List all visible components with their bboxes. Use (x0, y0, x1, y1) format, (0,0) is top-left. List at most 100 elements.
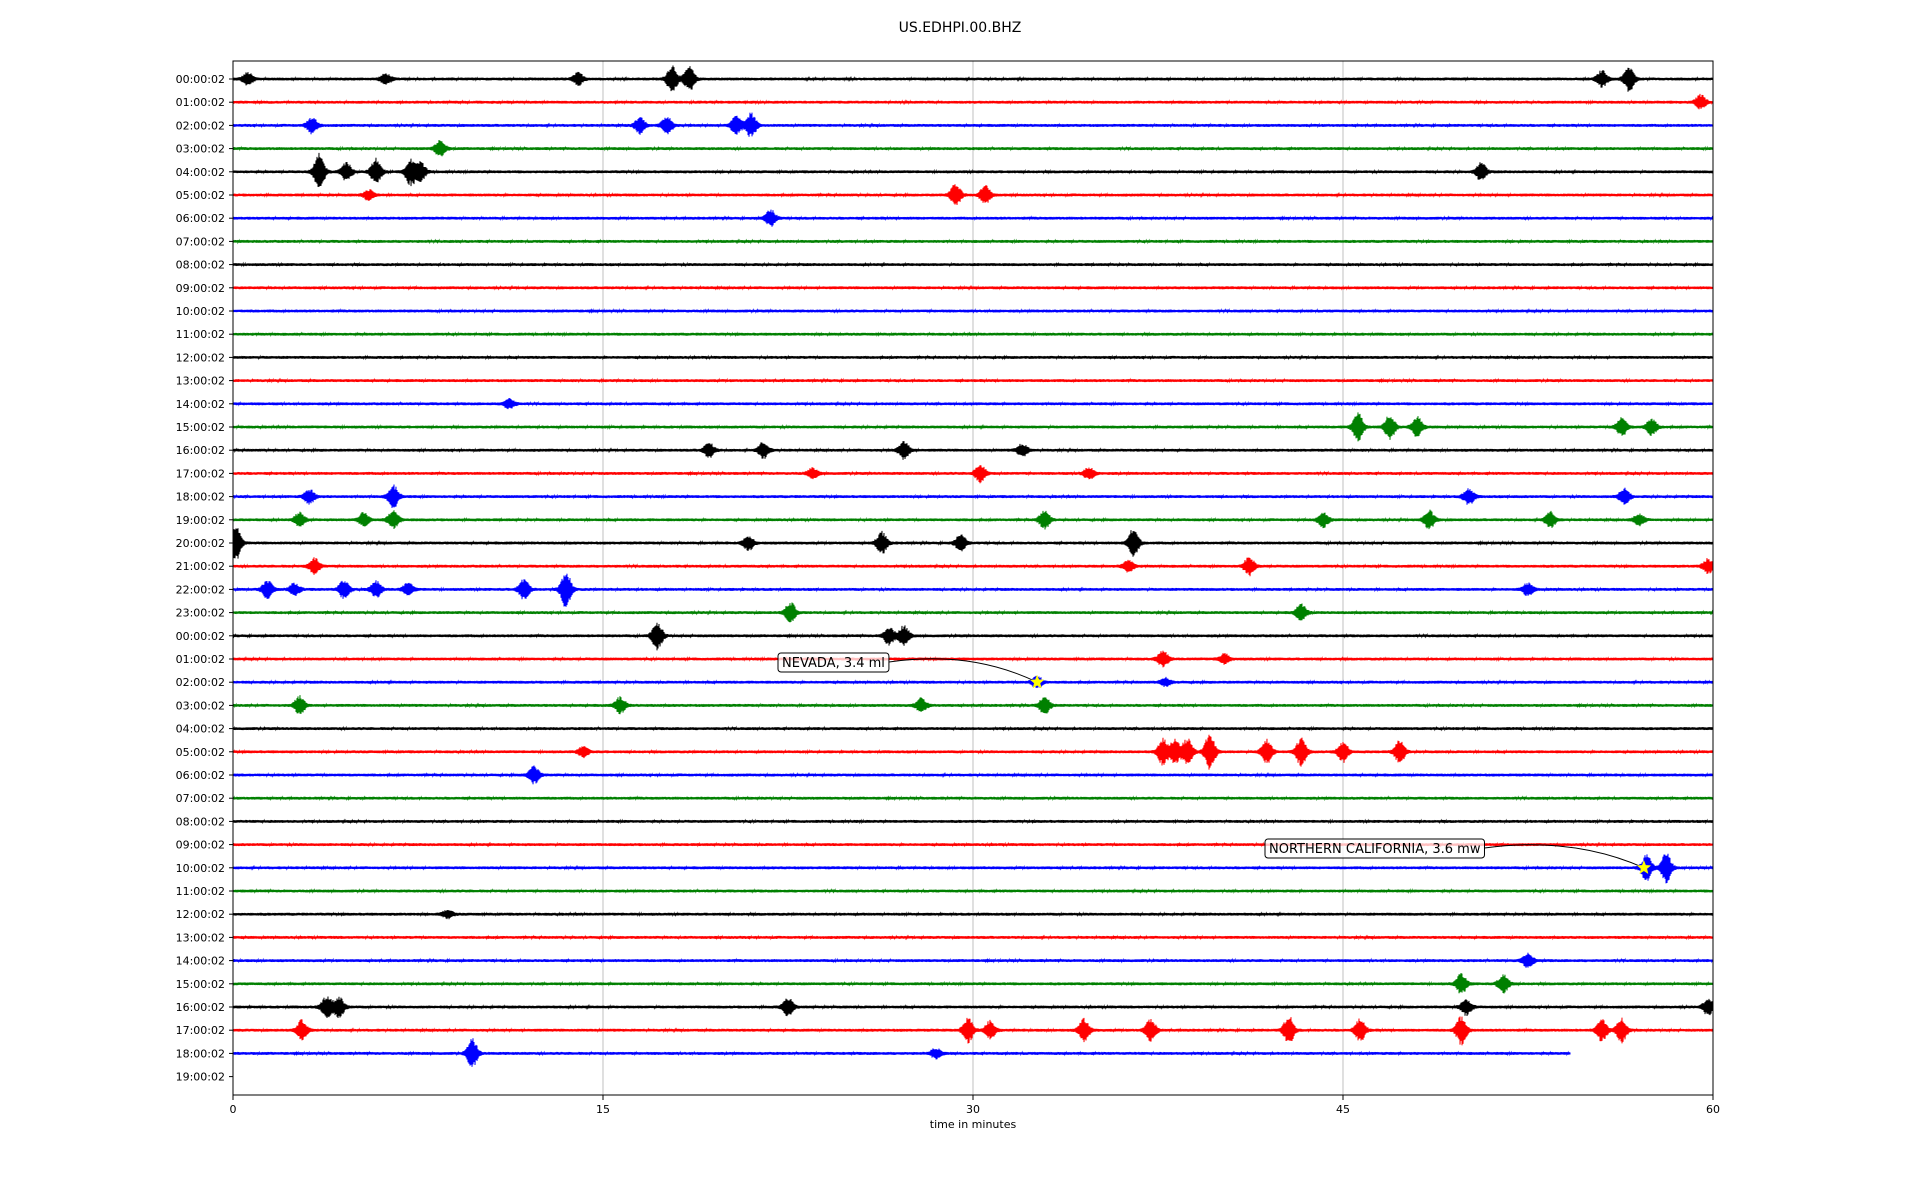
trace-row-29 (232, 734, 1714, 770)
y-tick-label: 00:00:02 (176, 73, 225, 86)
trace-row-5 (232, 184, 1714, 206)
y-tick-label: 15:00:02 (176, 421, 225, 434)
y-tick-label: 10:00:02 (176, 862, 225, 875)
y-tick-label: 08:00:02 (176, 815, 225, 828)
trace-row-22 (232, 573, 1714, 607)
trace-row-26 (232, 675, 1714, 688)
y-tick-label: 17:00:02 (176, 1024, 225, 1037)
x-tick-label: 60 (1706, 1103, 1720, 1116)
trace-row-11 (232, 331, 1714, 338)
y-tick-label: 14:00:02 (176, 955, 225, 968)
trace-row-10 (232, 308, 1714, 314)
y-tick-label: 12:00:02 (176, 908, 225, 921)
y-tick-label: 12:00:02 (176, 351, 225, 364)
y-tick-label: 03:00:02 (176, 143, 225, 156)
trace-row-17 (232, 465, 1714, 484)
event-label: NORTHERN CALIFORNIA, 3.6 mw (1269, 842, 1481, 857)
y-tick-label: 16:00:02 (176, 1001, 225, 1014)
trace-row-8 (232, 261, 1714, 268)
trace-row-36 (232, 909, 1714, 920)
y-tick-label: 04:00:02 (176, 723, 225, 736)
event-star-marker (1029, 674, 1045, 689)
y-tick-label: 17:00:02 (176, 467, 225, 480)
y-tick-label: 21:00:02 (176, 560, 225, 573)
y-tick-label: 15:00:02 (176, 978, 225, 991)
trace-row-14 (232, 397, 1714, 410)
y-tick-label: 04:00:02 (176, 166, 225, 179)
y-tick-label: 16:00:02 (176, 444, 225, 457)
x-tick-label: 45 (1336, 1103, 1350, 1116)
trace-row-4 (232, 152, 1714, 187)
trace-row-33 (232, 841, 1714, 848)
trace-row-12 (232, 354, 1714, 361)
y-tick-label: 08:00:02 (176, 259, 225, 272)
chart-title: US.EDHPI.00.BHZ (898, 20, 1022, 36)
trace-row-20 (232, 528, 1714, 559)
trace-row-37 (232, 934, 1714, 941)
trace-row-41 (232, 1016, 1714, 1046)
y-tick-label: 07:00:02 (176, 792, 225, 805)
trace-row-18 (232, 484, 1714, 509)
y-tick-label: 11:00:02 (176, 328, 225, 341)
trace-row-28 (232, 725, 1714, 732)
y-tick-label: 20:00:02 (176, 537, 225, 550)
event-connector (888, 658, 1038, 683)
trace-row-7 (232, 238, 1714, 245)
y-tick-label: 03:00:02 (176, 699, 225, 712)
y-tick-label: 01:00:02 (176, 96, 225, 109)
trace-row-23 (232, 602, 1714, 623)
trace-row-40 (232, 996, 1714, 1019)
y-tick-label: 02:00:02 (176, 676, 225, 689)
event-label: NEVADA, 3.4 ml (782, 656, 885, 671)
y-tick-label: 23:00:02 (176, 607, 225, 620)
trace-row-19 (232, 509, 1714, 530)
trace-row-42 (232, 1038, 1571, 1067)
y-tick-label: 19:00:02 (176, 514, 225, 527)
y-tick-label: 11:00:02 (176, 885, 225, 898)
x-tick-label: 15 (596, 1103, 610, 1116)
trace-row-1 (232, 93, 1714, 110)
trace-row-9 (232, 284, 1714, 291)
y-tick-label: 07:00:02 (176, 235, 225, 248)
trace-row-3 (232, 139, 1714, 157)
trace-row-15 (232, 412, 1714, 442)
y-tick-label: 00:00:02 (176, 630, 225, 643)
event-connector (1484, 844, 1645, 869)
event-star-marker (1636, 860, 1652, 875)
trace-row-32 (232, 818, 1714, 825)
y-tick-label: 13:00:02 (176, 931, 225, 944)
trace-row-21 (232, 557, 1714, 577)
y-tick-label: 06:00:02 (176, 212, 225, 225)
trace-row-27 (232, 695, 1714, 715)
trace-row-38 (232, 952, 1714, 968)
y-tick-label: 22:00:02 (176, 583, 225, 596)
trace-row-25 (232, 650, 1714, 668)
x-tick-label: 30 (966, 1103, 980, 1116)
y-tick-label: 01:00:02 (176, 653, 225, 666)
y-tick-label: 19:00:02 (176, 1071, 225, 1084)
trace-row-34 (232, 853, 1714, 884)
y-tick-label: 10:00:02 (176, 305, 225, 318)
event-label-box (1264, 838, 1485, 859)
x-axis-label: time in minutes (929, 1118, 1017, 1131)
trace-row-6 (232, 209, 1714, 227)
y-tick-label: 05:00:02 (176, 189, 225, 202)
y-tick-label: 09:00:02 (176, 839, 225, 852)
y-tick-label: 09:00:02 (176, 282, 225, 295)
trace-row-0 (232, 65, 1714, 92)
event-label-box (777, 652, 890, 673)
trace-row-30 (232, 765, 1714, 785)
trace-row-13 (232, 377, 1714, 384)
trace-row-16 (232, 441, 1714, 460)
y-tick-label: 18:00:02 (176, 491, 225, 504)
y-tick-label: 02:00:02 (176, 119, 225, 132)
y-tick-label: 14:00:02 (176, 398, 225, 411)
y-tick-label: 06:00:02 (176, 769, 225, 782)
trace-row-35 (232, 888, 1714, 894)
y-tick-label: 05:00:02 (176, 746, 225, 759)
y-tick-label: 13:00:02 (176, 375, 225, 388)
y-tick-label: 18:00:02 (176, 1047, 225, 1060)
trace-row-24 (232, 622, 1714, 651)
trace-row-31 (232, 795, 1714, 802)
